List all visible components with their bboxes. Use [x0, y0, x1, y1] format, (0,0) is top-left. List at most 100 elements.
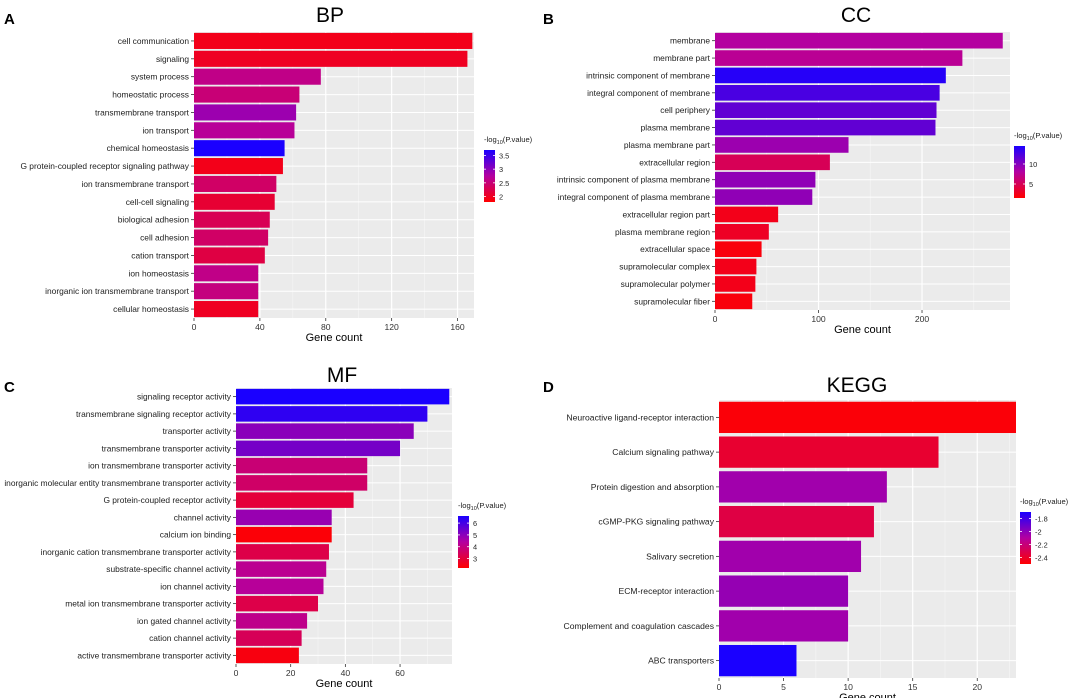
category-label: G protein-coupled receptor activity [103, 495, 231, 505]
panel-a: A BP cell communication signaling system pro… [4, 4, 533, 344]
bar [194, 158, 283, 175]
category-label: active transmembrane transporter activit… [77, 650, 231, 660]
category-label: ion transmembrane transport [81, 179, 189, 189]
category-label: ion homeostasis [128, 268, 189, 278]
category-label: intrinsic component of membrane [586, 70, 710, 80]
legend-tick-label: 10 [1029, 160, 1037, 169]
legend-tick-label: 2 [499, 193, 503, 202]
bar [194, 32, 473, 49]
category-label: supramolecular fiber [634, 296, 710, 306]
x-tick-label: 10 [843, 682, 853, 692]
category-label: substrate-specific channel activity [106, 564, 232, 574]
bar [236, 595, 319, 612]
category-label: chemical homeostasis [107, 143, 189, 153]
panel-b: B CC membrane membrane part intrinsic compon… [543, 4, 1063, 336]
legend-tick-label: 5 [473, 531, 477, 540]
bar [236, 492, 354, 508]
x-tick-label: 0 [192, 322, 197, 332]
category-label: integral component of membrane [587, 88, 710, 98]
category-label: Salivary secretion [646, 551, 714, 561]
bar [715, 32, 1003, 49]
bar [715, 223, 769, 240]
bar [715, 276, 756, 292]
bar [719, 401, 1016, 434]
category-label: cGMP-PKG signaling pathway [598, 517, 714, 527]
category-label: cell periphery [660, 105, 711, 115]
chart-title: CC [841, 4, 871, 27]
x-tick-label: 120 [384, 322, 399, 332]
legend-tick-label: 3 [499, 165, 503, 174]
bar [236, 388, 450, 405]
bar [715, 102, 937, 119]
category-label: intrinsic component of plasma membrane [557, 175, 710, 185]
bar [194, 50, 468, 67]
bar [194, 247, 265, 264]
x-axis-label: Gene count [316, 678, 373, 690]
bar [194, 140, 285, 157]
panel-d: D KEGG Neuroactive ligand-receptor interac… [543, 374, 1069, 698]
category-label: homeostatic process [112, 90, 189, 100]
category-label: system process [131, 72, 189, 82]
x-tick-label: 20 [286, 668, 296, 678]
x-tick-label: 40 [341, 668, 351, 678]
x-tick-label: 20 [972, 682, 982, 692]
color-legend: -log10(P.value) -1.8 -2 -2.2 -2.4 [1020, 497, 1069, 564]
category-label: plasma membrane [641, 123, 711, 133]
bar [194, 122, 295, 139]
x-tick-label: 0 [713, 314, 718, 324]
category-label: signaling receptor activity [137, 392, 232, 402]
legend-colorbar [1020, 512, 1031, 564]
bar [715, 67, 946, 84]
bar [194, 175, 277, 192]
legend-tick-label: 3.5 [499, 151, 509, 160]
category-label: transporter activity [163, 426, 232, 436]
category-label: extracellular region part [622, 209, 710, 219]
category-label: signaling [156, 54, 189, 64]
category-label: ECM-receptor interaction [618, 586, 714, 596]
bar [719, 610, 849, 642]
bar [719, 436, 939, 468]
bar [715, 171, 816, 188]
legend-tick-label: 2.5 [499, 179, 509, 188]
legend-tick-label: -2.2 [1035, 541, 1048, 550]
chart-title: BP [316, 4, 344, 27]
category-label: ion channel activity [160, 581, 232, 591]
category-label: calcium ion binding [160, 530, 232, 540]
bar [715, 137, 849, 153]
chart-title: KEGG [827, 374, 888, 397]
panel-letter: D [543, 379, 554, 396]
bar [194, 211, 270, 228]
bar [236, 406, 428, 422]
bar [236, 544, 329, 560]
bar [715, 119, 936, 136]
category-label: transmembrane transport [95, 107, 190, 117]
color-legend: -log10(P.value) 10 5 [1014, 131, 1063, 198]
category-label: membrane part [653, 53, 710, 63]
x-tick-label: 60 [395, 668, 405, 678]
bar [719, 505, 874, 538]
legend-tick-label: -1.8 [1035, 515, 1048, 524]
bar [715, 206, 779, 223]
category-label: extracellular space [640, 244, 710, 254]
bar [719, 540, 862, 573]
legend-tick-label: 3 [473, 555, 477, 564]
category-label: cation transport [131, 250, 189, 260]
legend-title: -log10(P.value) [458, 501, 507, 512]
category-label: biological adhesion [118, 215, 190, 225]
bar [715, 50, 963, 66]
panel-letter: C [4, 379, 15, 396]
category-label: inorganic molecular entity transmembrane… [4, 478, 231, 488]
x-axis-label: Gene count [839, 692, 896, 698]
category-label: Protein digestion and absorption [591, 482, 714, 492]
bar [194, 283, 259, 300]
bar [236, 630, 302, 646]
bar [715, 154, 830, 171]
x-tick-label: 15 [908, 682, 918, 692]
legend-tick-label: -2 [1035, 528, 1042, 537]
category-label: cell adhesion [140, 233, 189, 243]
chart-title: MF [327, 364, 357, 387]
bar [236, 423, 414, 439]
category-label: Calcium signaling pathway [612, 447, 714, 457]
panel-c: C MF signaling receptor activity transmembr… [4, 364, 507, 690]
bar [194, 68, 321, 85]
